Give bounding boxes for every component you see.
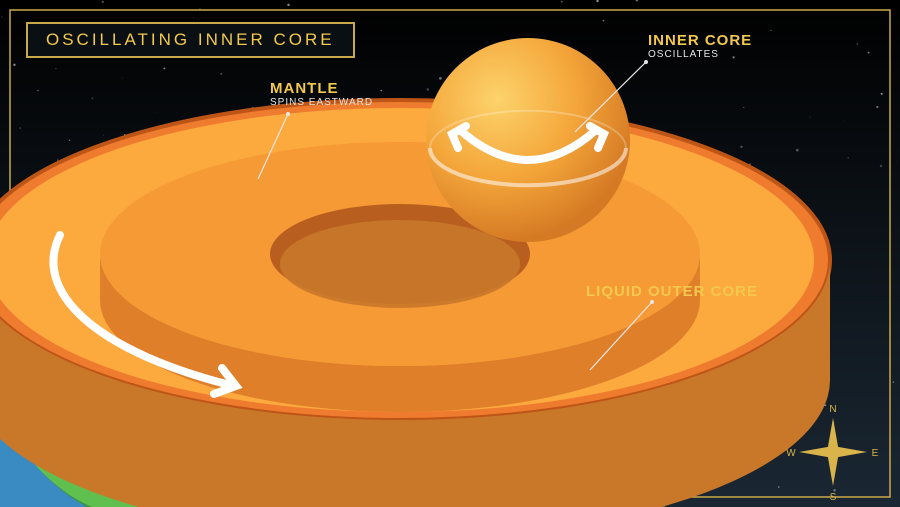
compass-rose: N E S W xyxy=(0,0,900,507)
svg-text:S: S xyxy=(830,492,837,503)
svg-text:W: W xyxy=(786,448,796,459)
diagram-stage: OSCILLATING INNER CORE MANTLE SPINS EAST… xyxy=(0,0,900,507)
svg-text:E: E xyxy=(872,448,879,459)
svg-text:N: N xyxy=(829,404,836,415)
